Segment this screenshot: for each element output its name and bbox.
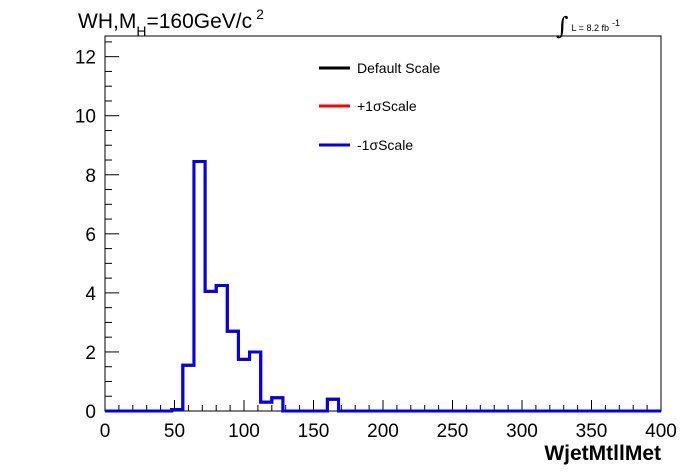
y-tick-label: 12 <box>75 48 96 69</box>
x-axis-label: WjetMtllMet <box>544 442 661 465</box>
x-tick-label: 100 <box>228 421 260 442</box>
y-tick-label: 2 <box>85 343 96 364</box>
y-tick-label: 8 <box>85 166 96 187</box>
luminosity-label: ∫ L = 8.2 fb -1 <box>556 12 620 40</box>
x-tick-label: 400 <box>645 421 677 442</box>
series-line-default-scale <box>105 159 661 413</box>
lumi-text: L = 8.2 fb <box>572 23 609 33</box>
y-tick-label: 6 <box>85 225 96 246</box>
x-tick-label: 350 <box>576 421 608 442</box>
series-layer <box>105 159 661 413</box>
x-tick-label: 50 <box>164 421 185 442</box>
x-tick-label: 300 <box>506 421 538 442</box>
integral-symbol: ∫ <box>556 12 569 40</box>
title-suffix: =160GeV/c <box>146 10 252 33</box>
axes: 0 50 100 150 200 250 300 350 400 0 2 4 6 8 10 12 <box>75 41 677 442</box>
chart-title: WH,MH=160GeV/c 2 <box>78 6 264 39</box>
plot-frame <box>104 35 662 412</box>
title-prefix: WH,M <box>78 10 136 33</box>
title-superscript: 2 <box>256 6 264 22</box>
legend-label-minus-1sigma-scale: -1σScale <box>357 137 413 153</box>
x-tick-label: 150 <box>298 421 330 442</box>
y-tick-label: 4 <box>85 284 96 305</box>
x-tick-label: 0 <box>100 421 111 442</box>
lumi-superscript: -1 <box>612 18 620 28</box>
series-line-plus-1sigma-scale <box>105 159 661 413</box>
legend: Default Scale +1σScale -1σScale <box>319 60 440 153</box>
title-subscript: H <box>136 23 146 39</box>
y-tick-label: 0 <box>85 402 96 423</box>
x-tick-label: 250 <box>437 421 469 442</box>
legend-label-default-scale: Default Scale <box>357 60 440 76</box>
legend-label-plus-1sigma-scale: +1σScale <box>357 98 417 114</box>
y-tick-label: 10 <box>75 107 96 128</box>
x-tick-label: 200 <box>367 421 399 442</box>
series-line-minus-1sigma-scale <box>105 159 661 413</box>
